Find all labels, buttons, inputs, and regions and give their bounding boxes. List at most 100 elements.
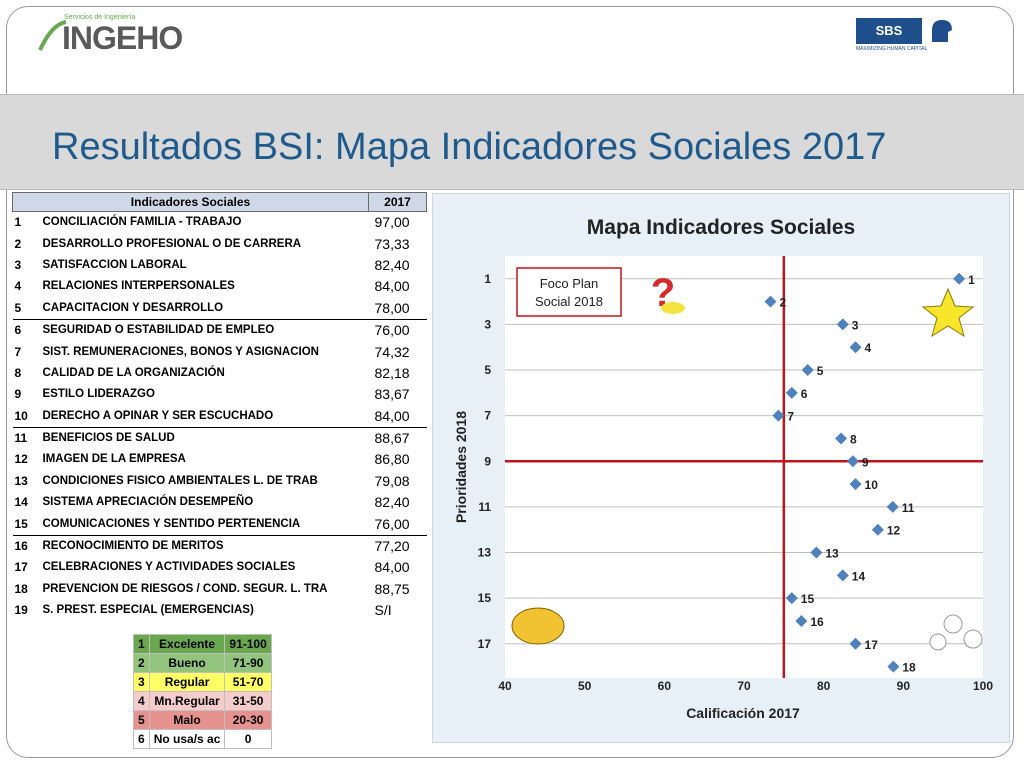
ingeho-logo-text: INGEHO (62, 20, 183, 56)
data-point (849, 478, 862, 491)
y-axis-label: Prioridades 2018 (453, 411, 469, 523)
x-tick-label: 60 (658, 679, 672, 693)
indicator-score: 82,40 (374, 256, 410, 273)
indicator-score: 84,00 (374, 278, 410, 295)
data-point-label: 13 (825, 547, 839, 561)
x-tick-label: 70 (737, 679, 751, 693)
indicator-score: 88,75 (374, 580, 410, 597)
x-tick-label: 90 (897, 679, 911, 693)
indicator-score: 73,33 (374, 235, 410, 252)
row-number: 11 (12, 426, 41, 450)
table-row: 8 CALIDAD DE LA ORGANIZACIÓN 82,18 (13, 363, 427, 384)
table-row: 14 SISTEMA APRECIACIÓN DESEMPEÑO 82,40 (13, 492, 427, 513)
row-number: 13 (14, 473, 28, 488)
indicator-name: PREVENCION DE RIESGOS / COND. SEGUR. L. … (42, 582, 328, 595)
callout-box (516, 267, 622, 317)
x-axis-label: Calificación 2017 (686, 705, 800, 721)
chart-panel: Mapa Indicadores Sociales 1 3 5 7 9 11 13 15 17 40… (432, 193, 1010, 743)
table-row: 5 CAPACITACION Y DESARROLLO 78,00 (13, 298, 427, 320)
indicator-score: 97,00 (374, 214, 410, 231)
y-tick-label: 9 (484, 454, 491, 468)
legend-n: 5 (133, 710, 150, 730)
legend-label: Mn.Regular (148, 691, 226, 711)
data-point (887, 660, 900, 673)
row-number: 12 (14, 452, 28, 467)
indicator-name: SATISFACCION LABORAL (42, 258, 187, 271)
dog-icon (511, 607, 565, 645)
indicator-score: 76,00 (368, 318, 427, 342)
table-row: 6 SEGURIDAD O ESTABILIDAD DE EMPLEO 76,00 (12, 318, 427, 342)
legend-row: 4 Mn.Regular 31-50 (133, 691, 272, 711)
row-number: 2 (14, 236, 22, 251)
indicators-table: Indicadores Sociales 2017 1 CONCILIACIÓN … (12, 192, 427, 621)
indicator-score: 86,80 (374, 451, 410, 468)
data-point-label: 3 (852, 318, 859, 332)
row-number: 9 (14, 387, 22, 402)
row-number: 17 (14, 560, 28, 575)
x-tick-label: 40 (498, 679, 512, 693)
table-row: 18 PREVENCION DE RIESGOS / COND. SEGUR. L… (13, 579, 427, 600)
legend-label: Malo (148, 710, 226, 730)
indicator-name: CELEBRACIONES Y ACTIVIDADES SOCIALES (42, 561, 296, 574)
data-point-label: 4 (865, 341, 872, 355)
data-point-label: 11 (902, 501, 915, 515)
ingeho-logo-subtitle: Servicios de Ingeniería (64, 14, 136, 21)
legend-row: 5 Malo 20-30 (133, 710, 272, 730)
data-point-label: 15 (801, 592, 815, 606)
table-row: 13 CONDICIONES FISICO AMBIENTALES L. DE T… (13, 471, 427, 492)
table-row: 4 RELACIONES INTERPERSONALES 84,00 (13, 276, 427, 297)
row-number: 3 (14, 257, 22, 272)
y-tick-label: 11 (478, 500, 491, 514)
sbs-logo: SBS MAXIMIZING HUMAN CAPITAL (856, 18, 966, 52)
indicator-name: BENEFICIOS DE SALUD (40, 426, 369, 450)
table-row: 12 IMAGEN DE LA EMPRESA 86,80 (13, 449, 427, 470)
legend-range: 71-90 (224, 653, 272, 673)
indicator-name: ESTILO LIDERAZGO (42, 388, 155, 401)
data-point (836, 318, 849, 331)
legend-range: 51-70 (224, 672, 272, 692)
table-header-row: Indicadores Sociales 2017 (12, 192, 427, 212)
table-row: 19 S. PREST. ESPECIAL (EMERGENCIAS) S/I (13, 600, 427, 621)
row-number: 1 (14, 215, 22, 230)
legend-label: No usa/s ac (148, 729, 226, 749)
table-header-indicator: Indicadores Sociales (12, 192, 369, 212)
flower-icon (963, 629, 983, 649)
legend-label: Bueno (148, 653, 226, 673)
legend-n: 4 (133, 691, 150, 711)
indicator-name: IMAGEN DE LA EMPRESA (42, 453, 186, 466)
indicator-name: SISTEMA APRECIACIÓN DESEMPEÑO (42, 496, 254, 509)
rating-legend: 1 Excelente 91-100 2 Bueno 71-90 3 Regular 51-70… (133, 634, 272, 749)
data-point-label: 7 (787, 410, 794, 424)
data-point (953, 272, 966, 285)
data-point (764, 295, 777, 308)
data-point (835, 432, 848, 445)
y-tick-label: 3 (484, 317, 491, 331)
data-point (846, 455, 859, 468)
row-number: 10 (14, 408, 28, 423)
data-point (886, 500, 899, 513)
data-point (785, 592, 798, 605)
data-point-label: 10 (865, 478, 879, 492)
legend-range: 31-50 (224, 691, 272, 711)
data-point-label: 6 (801, 387, 808, 401)
data-point (772, 409, 785, 422)
data-point-label: 17 (865, 638, 879, 652)
legend-range: 0 (224, 729, 272, 749)
question-base-icon (661, 302, 685, 314)
row-number: 7 (14, 344, 22, 359)
data-point-label: 18 (902, 661, 916, 675)
data-point-label: 1 (968, 273, 975, 287)
table-row: 17 CELEBRACIONES Y ACTIVIDADES SOCIALES 84… (13, 557, 427, 578)
table-row: 16 RECONOCIMIENTO DE MERITOS 77,20 (12, 534, 427, 558)
indicator-name: CONCILIACIÓN FAMILIA - TRABAJO (42, 216, 242, 229)
legend-label: Excelente (148, 634, 226, 654)
data-point-label: 14 (852, 569, 866, 583)
row-number: 16 (12, 534, 41, 558)
flower-icon (929, 633, 947, 651)
indicator-score: S/I (374, 602, 392, 619)
table-row: 3 SATISFACCION LABORAL 82,40 (13, 255, 427, 276)
table-header-year: 2017 (368, 192, 427, 212)
legend-n: 2 (133, 653, 150, 673)
indicator-score: 77,20 (368, 534, 427, 558)
data-point (849, 637, 862, 650)
